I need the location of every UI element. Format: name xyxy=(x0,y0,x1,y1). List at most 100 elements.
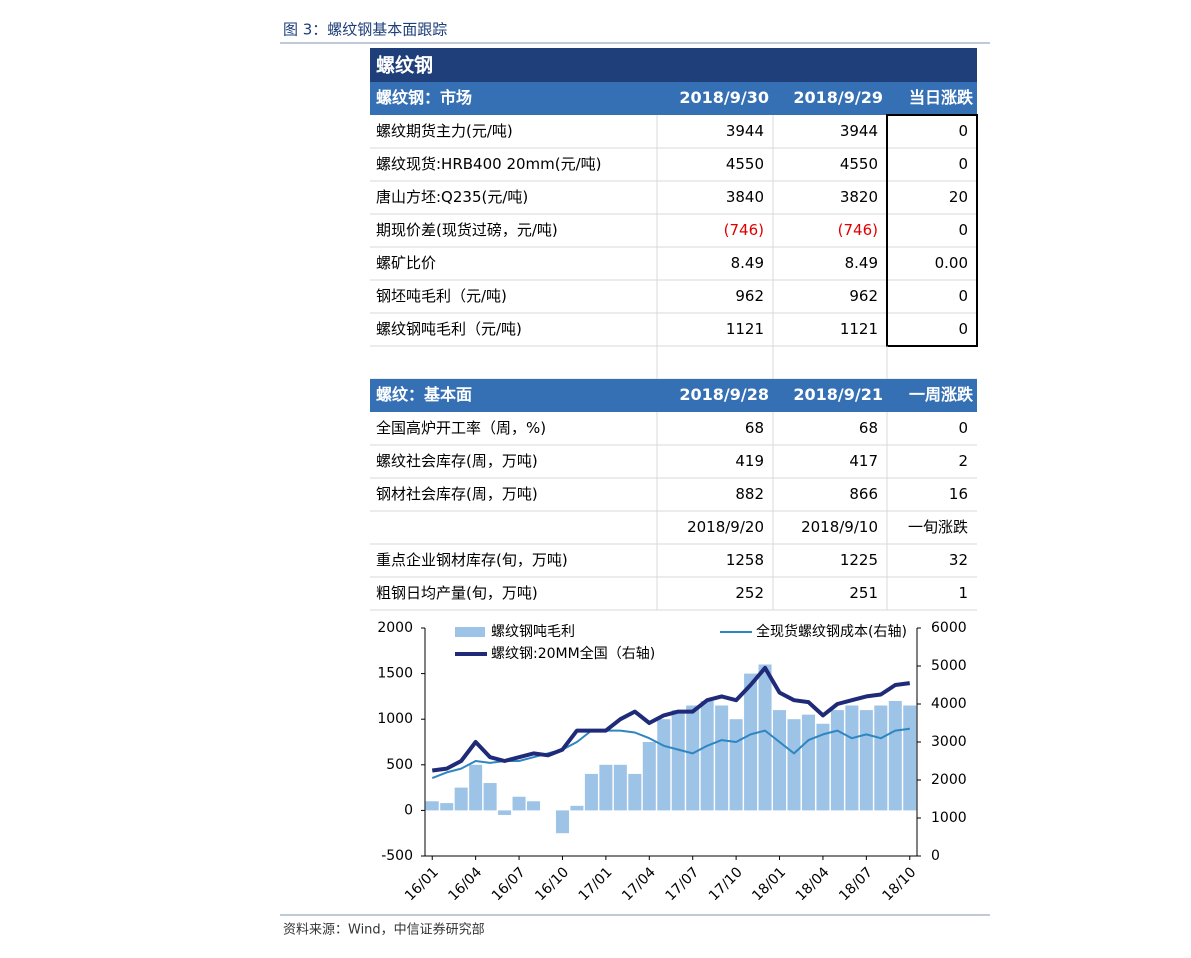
cell: (746) xyxy=(838,221,878,239)
header-cell: 2018/9/29 xyxy=(793,88,883,107)
bar xyxy=(454,787,468,811)
bar xyxy=(527,801,541,811)
caption: 图 3：螺纹钢基本面跟踪 xyxy=(283,21,447,39)
header-bg xyxy=(370,82,977,115)
cell: 2018/9/10 xyxy=(801,518,878,536)
bar xyxy=(440,803,454,811)
bar xyxy=(888,700,902,811)
y2-tick-label: 1000 xyxy=(931,810,967,826)
bar xyxy=(830,710,844,811)
row-label: 重点企业钢材库存(旬，万吨) xyxy=(376,551,568,569)
cell: 251 xyxy=(849,584,878,602)
change-box xyxy=(886,114,978,347)
cell: 0 xyxy=(958,287,968,305)
cell: 3840 xyxy=(726,188,764,206)
bar xyxy=(744,673,758,811)
cell: 68 xyxy=(745,419,764,437)
bar xyxy=(584,773,598,811)
cell: (746) xyxy=(724,221,764,239)
y2-tick-label: 5000 xyxy=(931,658,967,674)
cell: 866 xyxy=(849,485,878,503)
cell: 8.49 xyxy=(731,254,764,272)
bar xyxy=(599,764,613,811)
cell: 一旬涨跌 xyxy=(908,518,968,536)
cell: 4550 xyxy=(840,155,878,173)
cell: 962 xyxy=(735,287,764,305)
x-tick-label: 18/04 xyxy=(793,864,833,904)
bar xyxy=(845,705,859,811)
bar xyxy=(425,801,439,811)
x-tick-label: 16/07 xyxy=(489,864,529,904)
bar xyxy=(570,805,584,811)
header-cell: 一周涨跌 xyxy=(909,385,974,404)
x-tick-label: 16/01 xyxy=(402,864,442,904)
y-tick-label: 1500 xyxy=(377,666,413,682)
bar xyxy=(657,719,671,811)
row-label: 唐山方坯:Q235(元/吨) xyxy=(376,188,528,206)
legend-label: 螺纹钢:20MM全国（右轴) xyxy=(491,645,655,662)
cell: 4550 xyxy=(726,155,764,173)
row-label: 螺纹钢吨毛利（元/吨) xyxy=(376,320,522,338)
row-label: 全国高炉开工率（周，%) xyxy=(376,419,546,437)
bar xyxy=(816,723,830,811)
cell: 419 xyxy=(735,452,764,470)
row-label: 螺纹社会库存(周，万吨) xyxy=(376,452,538,470)
y2-tick-label: 3000 xyxy=(931,734,967,750)
cell: 1258 xyxy=(726,551,764,569)
header-cell: 螺纹：基本面 xyxy=(376,385,472,404)
table-title: 螺纹钢 xyxy=(376,54,433,77)
row-label: 螺矿比价 xyxy=(376,254,436,272)
cell: 0 xyxy=(958,221,968,239)
bar xyxy=(642,742,656,811)
cell: 1121 xyxy=(726,320,764,338)
x-tick-label: 16/04 xyxy=(445,864,485,904)
cell: 0.00 xyxy=(935,254,968,272)
cell: 962 xyxy=(849,287,878,305)
legend-label: 全现货螺纹钢成本(右轴) xyxy=(756,623,907,640)
bar xyxy=(628,773,642,811)
x-tick-label: 18/10 xyxy=(880,864,920,904)
bar xyxy=(801,714,815,811)
header-bg xyxy=(370,379,977,412)
cell: 882 xyxy=(735,485,764,503)
cell: 3820 xyxy=(840,188,878,206)
cell: 32 xyxy=(949,551,968,569)
y-tick-label: 500 xyxy=(386,757,413,773)
cell: 1121 xyxy=(840,320,878,338)
cell: 1 xyxy=(958,584,968,602)
x-tick-label: 16/10 xyxy=(532,864,572,904)
bar xyxy=(671,710,685,811)
bar xyxy=(700,700,714,811)
bar xyxy=(773,710,787,811)
y2-tick-label: 2000 xyxy=(931,772,967,788)
bar xyxy=(555,810,569,834)
bar xyxy=(715,705,729,811)
x-tick-label: 17/07 xyxy=(663,864,703,904)
cell: 0 xyxy=(958,122,968,140)
cell: 0 xyxy=(958,320,968,338)
y-tick-label: -500 xyxy=(381,848,413,864)
header-cell: 螺纹钢：市场 xyxy=(376,88,472,107)
bar xyxy=(903,705,917,811)
cell: 2 xyxy=(958,452,968,470)
bar xyxy=(613,764,627,811)
bar xyxy=(469,764,483,811)
x-tick-label: 17/01 xyxy=(576,864,616,904)
table-title-bg xyxy=(370,48,977,82)
x-tick-label: 18/01 xyxy=(749,864,789,904)
header-cell: 2018/9/30 xyxy=(679,88,769,107)
cell: 0 xyxy=(958,155,968,173)
bar xyxy=(483,783,497,811)
row-label: 粗钢日均产量(旬，万吨) xyxy=(376,584,538,602)
cell: 3944 xyxy=(726,122,764,140)
row-label: 期现价差(现货过磅，元/吨) xyxy=(376,221,558,239)
cell: 3944 xyxy=(840,122,878,140)
y2-tick-label: 6000 xyxy=(931,620,967,636)
cell: 20 xyxy=(949,188,968,206)
header-cell: 2018/9/28 xyxy=(679,385,769,404)
legend-label: 螺纹钢吨毛利 xyxy=(491,624,575,640)
header-cell: 2018/9/21 xyxy=(793,385,883,404)
cell: 16 xyxy=(949,485,968,503)
bar xyxy=(729,719,743,811)
